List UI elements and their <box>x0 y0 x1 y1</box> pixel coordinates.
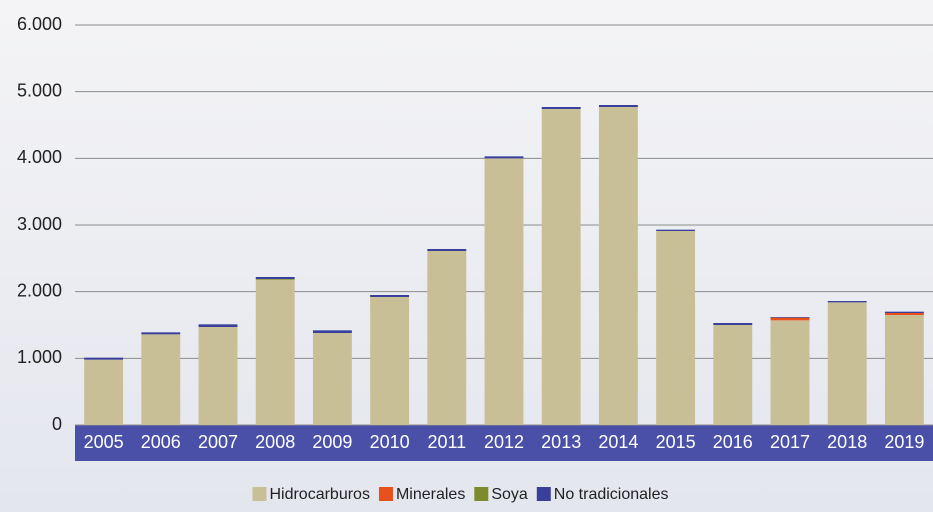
x-tick-label: 2005 <box>84 432 124 452</box>
bar-segment <box>198 327 238 425</box>
x-tick-label: 2012 <box>484 432 524 452</box>
bar-segment <box>141 332 181 335</box>
bar-segment <box>713 325 753 425</box>
bar-segment <box>255 279 295 425</box>
bar-segment <box>598 107 638 425</box>
bar-segment <box>84 359 124 425</box>
x-tick-label: 2018 <box>827 432 867 452</box>
y-tick-label: 6.000 <box>17 14 62 34</box>
legend-label: No tradicionales <box>554 486 669 503</box>
x-tick-label: 2017 <box>770 432 810 452</box>
bar-segment <box>312 333 352 425</box>
y-tick-label: 2.000 <box>17 280 62 300</box>
bar-segment <box>884 315 924 425</box>
bar-segment <box>770 317 810 318</box>
x-tick-label: 2011 <box>427 432 466 452</box>
x-tick-label: 2006 <box>141 432 181 452</box>
bar-segment <box>198 324 238 327</box>
bar-segment <box>770 317 810 321</box>
legend-swatch <box>536 487 551 501</box>
y-tick-label: 1.000 <box>17 347 62 367</box>
bar-segment <box>84 357 124 360</box>
x-tick-label: 2015 <box>656 432 696 452</box>
bar-segment <box>541 109 581 425</box>
bar-segment <box>141 334 181 425</box>
legend-swatch <box>252 487 267 501</box>
legend-label: Soya <box>491 486 528 503</box>
bar-segment <box>427 251 467 425</box>
bar-segment <box>770 320 810 425</box>
bar-segment <box>656 231 696 425</box>
bar-segment <box>312 330 352 333</box>
bar-segment <box>827 301 867 303</box>
legend-label: Minerales <box>396 486 465 503</box>
bar-segment <box>484 156 524 159</box>
y-tick-label: 5.000 <box>17 80 62 100</box>
bar-segment <box>598 105 638 107</box>
legend-label: Hidrocarburos <box>269 486 369 503</box>
bar-segment <box>541 107 581 109</box>
y-tick-label: 4.000 <box>17 147 62 167</box>
bar-segment <box>656 229 696 231</box>
bar-segment <box>255 277 295 279</box>
bar-segment <box>255 279 295 280</box>
x-tick-label: 2009 <box>312 432 352 452</box>
legend-swatch <box>474 487 489 501</box>
bar-segment <box>713 323 753 325</box>
x-tick-label: 2016 <box>713 432 753 452</box>
y-tick-label: 0 <box>52 414 62 434</box>
x-tick-label: 2013 <box>541 432 581 452</box>
legend-swatch <box>378 487 393 501</box>
bar-segment <box>370 297 410 425</box>
bar-segment <box>884 313 924 315</box>
y-tick-label: 3.000 <box>17 214 62 234</box>
x-tick-label: 2010 <box>370 432 410 452</box>
bar-segment <box>484 158 524 426</box>
bar-segment <box>884 311 924 313</box>
x-tick-label: 2008 <box>255 432 295 452</box>
x-tick-label: 2014 <box>598 432 638 452</box>
bar-segment <box>827 302 867 425</box>
x-tick-label: 2019 <box>884 432 924 452</box>
bar-segment <box>370 295 410 297</box>
x-tick-label: 2007 <box>198 432 238 452</box>
x-axis-band <box>75 425 933 461</box>
bar-segment <box>427 249 467 251</box>
